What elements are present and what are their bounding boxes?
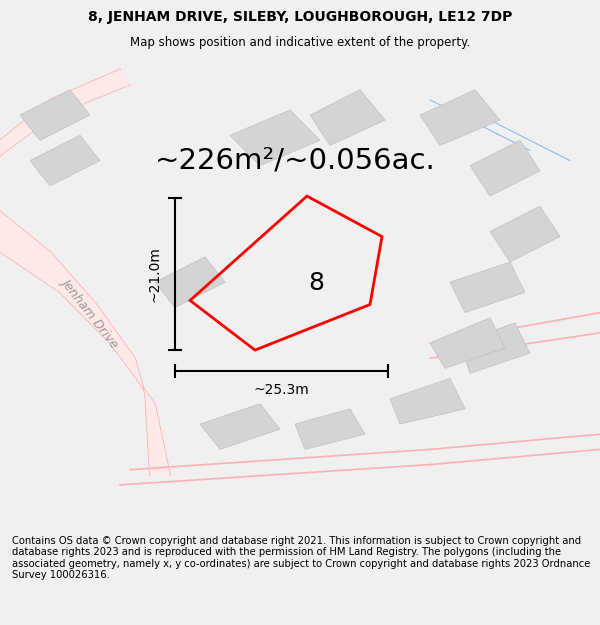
Text: ~226m²/~0.056ac.: ~226m²/~0.056ac.	[155, 147, 436, 174]
Text: 8, JENHAM DRIVE, SILEBY, LOUGHBOROUGH, LE12 7DP: 8, JENHAM DRIVE, SILEBY, LOUGHBOROUGH, L…	[88, 10, 512, 24]
Polygon shape	[430, 318, 505, 368]
Polygon shape	[0, 211, 170, 475]
Text: Map shows position and indicative extent of the property.: Map shows position and indicative extent…	[130, 36, 470, 49]
Text: Contains OS data © Crown copyright and database right 2021. This information is : Contains OS data © Crown copyright and d…	[12, 536, 590, 581]
Polygon shape	[490, 206, 560, 262]
Polygon shape	[310, 90, 385, 146]
Polygon shape	[460, 322, 530, 373]
Polygon shape	[200, 404, 280, 449]
Polygon shape	[390, 379, 465, 424]
Text: ~25.3m: ~25.3m	[254, 382, 310, 397]
Polygon shape	[295, 409, 365, 449]
Polygon shape	[0, 69, 130, 156]
Text: Jenham Drive: Jenham Drive	[59, 276, 121, 350]
Polygon shape	[20, 90, 90, 141]
Polygon shape	[420, 90, 500, 146]
Polygon shape	[155, 257, 225, 308]
Polygon shape	[230, 110, 320, 166]
Polygon shape	[470, 141, 540, 196]
Polygon shape	[450, 262, 525, 312]
Text: 8: 8	[308, 271, 324, 294]
Text: ~21.0m: ~21.0m	[148, 246, 162, 302]
Polygon shape	[30, 135, 100, 186]
